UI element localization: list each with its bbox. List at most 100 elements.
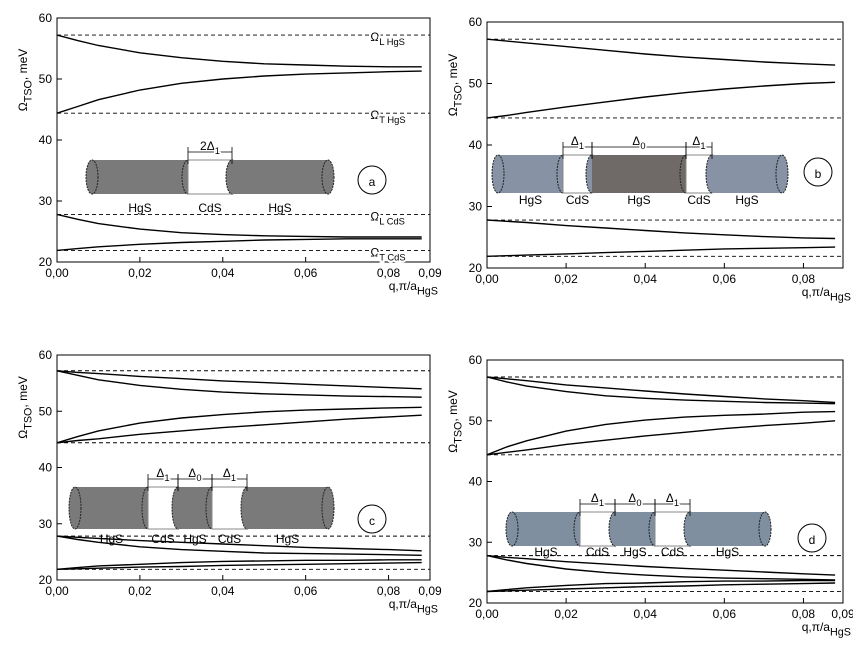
y-tick-label: 60 [39,11,53,25]
inset-label: CdS [586,545,609,559]
x-tick-label: 0,04 [211,266,235,280]
page: 20304050600,000,020,040,060,080,09ΩTSO, … [0,0,853,666]
reference-label-part: L HgS [379,37,405,47]
reference-label: ΩL CdS [370,209,405,226]
x-axis-label-part: q,π/a [389,279,418,293]
x-tick-label: 0,04 [211,584,235,598]
x-axis-label-part: HgS [417,286,438,298]
dimension-label-part: 0 [636,498,641,508]
y-axis-label-group: ΩTSO, meV [16,49,35,112]
dimension-label-part: Δ [188,466,196,480]
curve [57,239,422,251]
x-tick-label: 0,02 [128,584,152,598]
reference-label: ΩT HgS [370,108,405,125]
y-axis-label: ΩTSO, meV [446,54,465,117]
y-axis-label-part: Ω [16,430,30,439]
x-tick-label: 0,06 [713,272,737,286]
y-tick-label: 60 [469,15,483,29]
x-tick-label: 0,06 [294,584,318,598]
dimension-label: Δ0 [632,134,645,151]
y-axis-label-part: TSO [23,408,35,430]
inset-label: HgS [100,532,123,546]
x-tick-label: 0,09 [418,584,442,598]
dimension-label: Δ1 [692,134,705,151]
y-tick-label: 50 [39,404,53,418]
cylinder-cap [506,512,518,546]
dimension-label-part: 2Δ [200,139,215,153]
dimension-label: Δ0 [628,491,641,508]
dimension-label-part: 1 [579,141,584,151]
cylinder-body [247,487,328,529]
inset-label: HgS [623,545,646,559]
x-tick-label: 0,02 [554,607,578,621]
x-tick-label: 0,02 [128,266,152,280]
dimension-label-part: 0 [196,473,201,483]
x-tick-label: 0,00 [45,266,69,280]
inset-label: HgS [276,532,299,546]
reference-label-part: T CdS [379,252,405,262]
inset-label: CdS [198,201,221,215]
cylinder-cap [69,487,81,529]
dimension-label: Δ0 [188,466,201,483]
cylinder-body [592,155,686,193]
y-tick-label: 40 [39,461,53,475]
curve [487,247,835,256]
x-axis-label: q,π/aHgS [389,597,438,616]
y-tick-label: 30 [469,200,483,214]
inset-label: HgS [627,193,650,207]
x-axis-label-part: q,π/a [802,620,831,634]
reference-label-part: Ω [370,30,379,44]
y-axis-label-part: Ω [446,107,460,116]
inset-label: HgS [534,545,557,559]
y-axis-label-part: Ω [446,444,460,453]
y-tick-label: 60 [469,353,483,367]
x-axis-label: q,π/aHgS [802,620,851,639]
panel-label: c [369,514,375,528]
cylinder-body [188,160,232,194]
inset-label: HgS [716,545,739,559]
curve [487,39,835,65]
curve [57,71,422,113]
cylinder-body [498,155,563,193]
dimension-label-part: 1 [231,473,236,483]
y-axis-label: ΩTSO, meV [16,376,35,439]
y-tick-label: 30 [39,517,53,531]
dimension-label: Δ1 [591,491,604,508]
y-tick-label: 30 [469,535,483,549]
x-tick-label: 0,06 [713,607,737,621]
y-tick-label: 30 [39,194,53,208]
x-tick-label: 0,00 [45,584,69,598]
y-axis-label-group: ΩTSO, meV [446,54,465,117]
dimension-label: Δ1 [571,134,584,151]
y-axis-label-part: , meV [16,376,30,407]
cylinder-body [690,512,765,546]
x-tick-label: 0,08 [792,607,816,621]
dimension-label-part: Δ [223,466,231,480]
figure: 20304050600,000,020,040,060,080,09ΩTSO, … [0,0,853,666]
cylinder-cap [776,155,788,193]
dimension-label-part: 1 [674,498,679,508]
curve [487,82,835,118]
y-tick-label: 40 [469,475,483,489]
y-tick-label: 40 [469,138,483,152]
cylinder-body [75,487,148,529]
y-tick-label: 50 [469,414,483,428]
y-axis-label-part: TSO [453,85,465,107]
y-axis-label-part: , meV [16,49,30,80]
y-axis-label-part: , meV [446,390,460,421]
x-tick-label: 0,08 [377,584,401,598]
y-axis-label-group: ΩTSO, meV [16,376,35,439]
panel-label: a [369,175,376,189]
inset-label: CdS [566,193,589,207]
reference-label-part: Ω [370,245,379,259]
x-axis-label: q,π/aHgS [389,279,438,298]
cylinder-cap [322,487,334,529]
x-tick-label: 0,02 [554,272,578,286]
x-tick-label: 0,09 [418,266,442,280]
reference-label-part: Ω [370,108,379,122]
cylinder-body [512,512,580,546]
inset-label: CdS [151,532,174,546]
curve [57,214,422,237]
dimension-label: 2Δ1 [200,139,220,156]
y-tick-label: 50 [469,77,483,91]
